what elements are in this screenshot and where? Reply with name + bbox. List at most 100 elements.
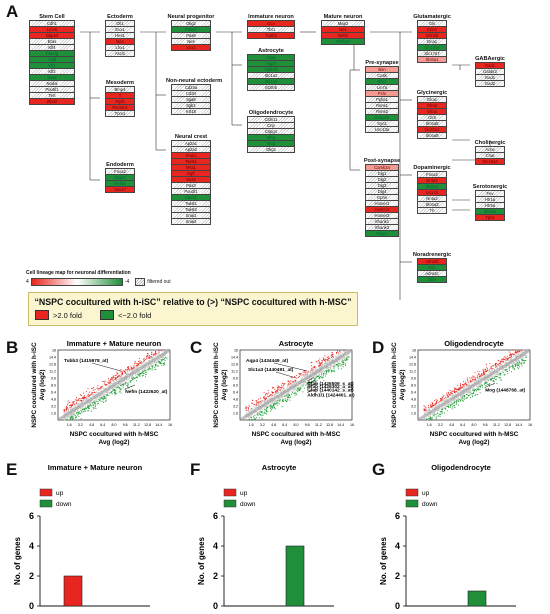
point bbox=[446, 410, 448, 412]
point bbox=[145, 367, 147, 369]
point bbox=[77, 414, 79, 416]
point bbox=[475, 394, 477, 396]
point bbox=[304, 372, 306, 374]
point bbox=[314, 365, 316, 368]
point bbox=[115, 374, 117, 376]
point bbox=[314, 375, 316, 377]
point bbox=[162, 363, 165, 365]
point bbox=[290, 390, 292, 392]
point bbox=[505, 369, 507, 371]
point bbox=[134, 368, 136, 370]
point bbox=[311, 369, 313, 371]
gene-cell: Nlgn1 bbox=[365, 230, 399, 237]
point bbox=[320, 377, 322, 379]
point bbox=[71, 405, 74, 407]
point bbox=[515, 363, 517, 365]
point bbox=[330, 371, 333, 373]
point bbox=[73, 403, 75, 405]
point bbox=[63, 417, 65, 419]
y-tick-label: 0 bbox=[29, 601, 34, 611]
point bbox=[114, 392, 116, 394]
point bbox=[504, 359, 506, 361]
point bbox=[274, 408, 276, 410]
point bbox=[280, 397, 282, 399]
point bbox=[257, 411, 259, 413]
point bbox=[73, 414, 75, 416]
point bbox=[328, 358, 330, 360]
lineage-group-title: Ectoderm bbox=[107, 14, 133, 20]
point bbox=[499, 373, 502, 375]
point bbox=[471, 395, 473, 397]
point bbox=[69, 415, 71, 417]
point bbox=[151, 352, 153, 354]
point bbox=[425, 409, 427, 411]
lineage-legend-title: Cell lineage map for neuronal differenti… bbox=[26, 270, 131, 276]
point bbox=[150, 353, 153, 356]
point bbox=[139, 374, 141, 376]
lineage-group-noradrenergic: Noradrenergic Adra2b Ddc Adra2c Dbh bbox=[412, 252, 452, 283]
point bbox=[289, 399, 291, 401]
point bbox=[290, 380, 292, 382]
point bbox=[470, 391, 472, 393]
point bbox=[443, 405, 445, 407]
y-tick-label: 12.8 bbox=[409, 362, 416, 366]
point bbox=[441, 397, 443, 399]
point bbox=[460, 395, 462, 398]
point bbox=[65, 406, 67, 408]
point bbox=[481, 373, 483, 375]
point bbox=[75, 400, 77, 402]
point bbox=[487, 384, 489, 386]
point bbox=[466, 379, 468, 381]
x-axis-label: Avg (log2) bbox=[98, 439, 129, 446]
x-tick-label: 12.8 bbox=[144, 423, 151, 427]
point bbox=[464, 383, 466, 386]
point bbox=[441, 409, 443, 411]
gene-cell: Unc13a bbox=[365, 126, 399, 133]
point bbox=[461, 400, 463, 402]
point bbox=[326, 356, 328, 359]
point bbox=[67, 410, 69, 412]
point bbox=[141, 361, 143, 363]
point bbox=[286, 397, 289, 399]
point bbox=[518, 364, 520, 366]
point bbox=[147, 368, 149, 370]
point bbox=[277, 400, 279, 402]
point bbox=[433, 407, 435, 409]
point bbox=[331, 359, 333, 361]
point bbox=[502, 372, 504, 374]
point bbox=[116, 380, 118, 382]
point bbox=[321, 359, 323, 361]
point bbox=[314, 380, 316, 382]
point bbox=[69, 418, 71, 420]
point bbox=[311, 379, 313, 381]
point bbox=[308, 383, 310, 385]
point bbox=[92, 389, 94, 391]
point bbox=[295, 374, 297, 376]
point bbox=[517, 368, 520, 370]
legend-up-swatch bbox=[39, 488, 53, 497]
point bbox=[338, 353, 340, 355]
point bbox=[265, 397, 268, 399]
point bbox=[470, 379, 472, 381]
bar-title: Immature + Mature neuron bbox=[48, 463, 143, 472]
point bbox=[63, 410, 65, 412]
point bbox=[441, 412, 443, 414]
point bbox=[161, 349, 163, 351]
point bbox=[131, 368, 133, 370]
point bbox=[480, 376, 482, 379]
point bbox=[83, 397, 85, 399]
point bbox=[85, 397, 87, 399]
point bbox=[105, 384, 107, 386]
y-axis-label: Avg (log2) bbox=[39, 369, 46, 400]
point bbox=[277, 391, 279, 393]
point bbox=[119, 390, 121, 392]
annotation-leader bbox=[91, 362, 122, 372]
point bbox=[125, 369, 127, 371]
point bbox=[339, 363, 341, 365]
point bbox=[104, 398, 106, 400]
point bbox=[291, 383, 293, 385]
point bbox=[155, 361, 157, 363]
point bbox=[502, 359, 504, 361]
